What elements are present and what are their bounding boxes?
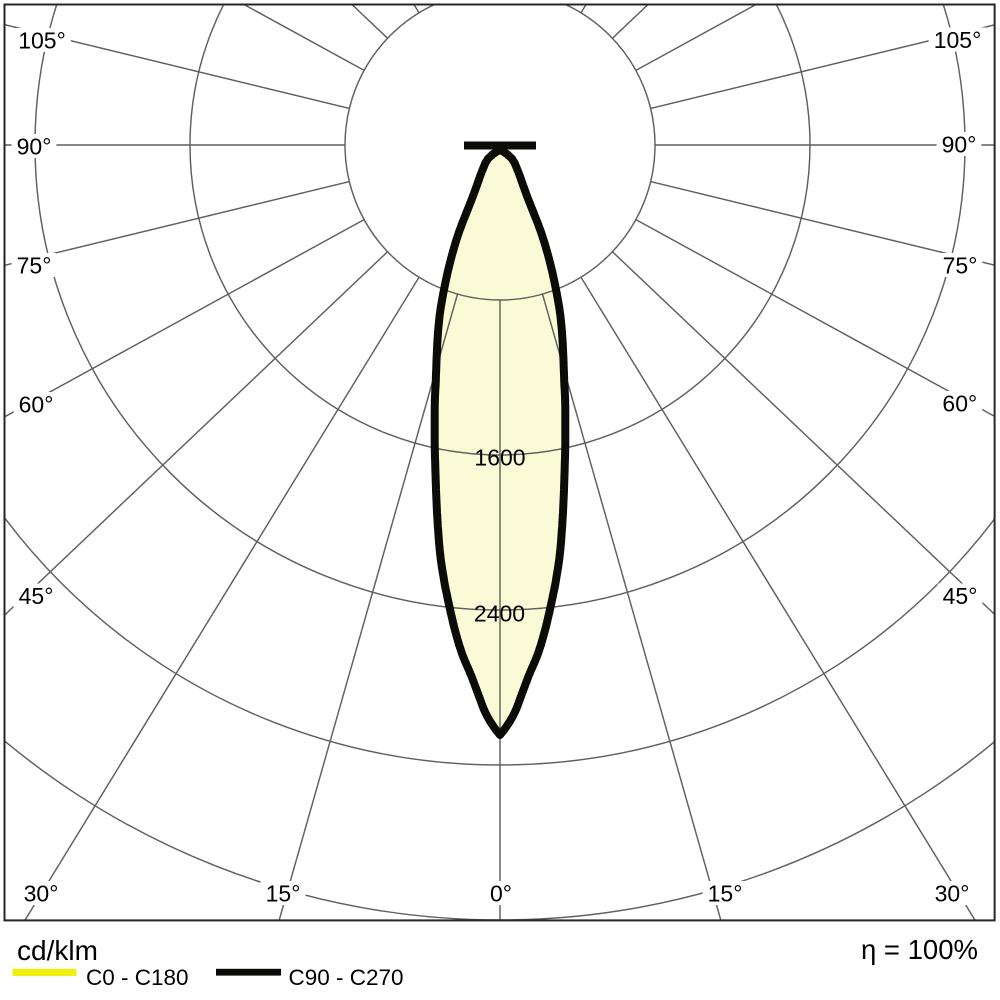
svg-text:1600: 1600	[474, 445, 525, 471]
svg-text:105°: 105°	[934, 27, 982, 53]
svg-text:60°: 60°	[942, 390, 977, 416]
svg-text:75°: 75°	[17, 252, 52, 278]
svg-text:15°: 15°	[266, 880, 301, 906]
svg-text:105°: 105°	[18, 27, 66, 53]
svg-text:90°: 90°	[17, 133, 52, 159]
svg-text:η = 100%: η = 100%	[861, 934, 978, 965]
svg-text:60°: 60°	[19, 391, 54, 417]
svg-text:30°: 30°	[24, 880, 59, 906]
svg-text:75°: 75°	[943, 252, 978, 278]
svg-text:45°: 45°	[19, 583, 54, 609]
svg-text:2400: 2400	[474, 601, 525, 627]
svg-text:45°: 45°	[943, 583, 978, 609]
svg-text:C90 - C270: C90 - C270	[289, 965, 404, 990]
svg-text:15°: 15°	[708, 880, 743, 906]
svg-text:30°: 30°	[935, 880, 970, 906]
svg-text:0°: 0°	[490, 880, 512, 906]
svg-text:cd/klm: cd/klm	[17, 935, 98, 966]
svg-text:90°: 90°	[942, 131, 977, 157]
svg-text:C0 - C180: C0 - C180	[86, 965, 189, 990]
